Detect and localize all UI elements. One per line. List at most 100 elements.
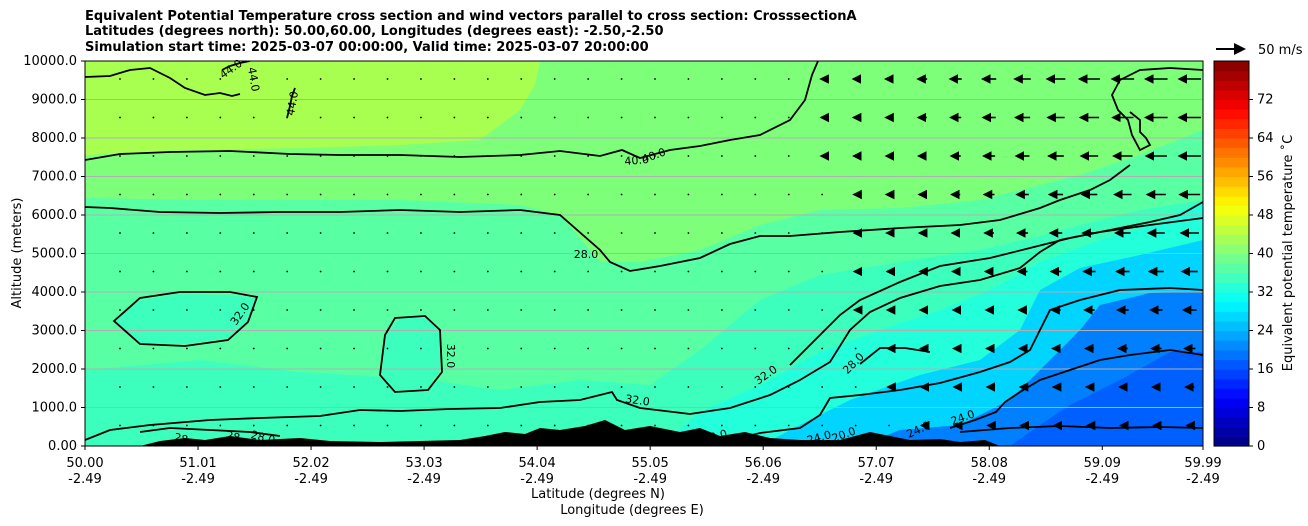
colorbar-band	[1214, 99, 1249, 110]
colorbar-band	[1214, 186, 1249, 197]
wind-vector-dot	[252, 78, 255, 80]
wind-vector-dot	[420, 309, 422, 311]
x-tick-label-lon: -2.49	[972, 472, 1006, 487]
contour-40-lower	[85, 164, 1131, 272]
contour-40-upper	[85, 61, 819, 161]
y-tick-label: 5000.0	[32, 247, 78, 262]
wind-vector-dot	[587, 155, 590, 157]
y-tick-label: 1000.0	[32, 401, 78, 416]
wind-vector-dot	[720, 386, 723, 388]
wind-vector-dot	[888, 424, 890, 427]
wind-vector-dot	[219, 155, 222, 157]
wind-vector-dot	[687, 386, 690, 388]
wind-vector-dot	[185, 270, 188, 273]
wind-vector-dot	[286, 232, 289, 234]
wind-vector-dot	[386, 309, 389, 311]
contour-24-bottom	[959, 425, 1203, 433]
wind-vector-dot	[219, 347, 222, 350]
wind-vector-dot	[152, 309, 155, 311]
wind-vector-dot	[286, 309, 289, 311]
contour-28-base	[139, 427, 281, 437]
contour-label: 40.0	[624, 153, 650, 168]
x-tick-label-lat: 53.03	[405, 456, 442, 471]
wind-vector-dot	[453, 424, 456, 427]
wind-vector-dot	[553, 424, 556, 427]
wind-vector-dot	[286, 386, 289, 388]
wind-vector-dot	[219, 193, 222, 196]
wind-vector-dot	[754, 116, 757, 119]
wind-vector-dot	[720, 347, 723, 350]
contour-44-upper	[221, 61, 251, 71]
wind-vector-dot	[486, 424, 489, 427]
wind-vector-dot	[453, 116, 456, 119]
wind-vector-dot	[553, 270, 556, 273]
wind-vector-dot	[219, 78, 222, 80]
wind-vector-dot	[252, 155, 255, 157]
wind-vector-dot	[386, 193, 389, 196]
wind-vector-dot	[520, 116, 523, 119]
wind-vector-dot	[520, 309, 523, 311]
colorbar: 0 8 16 24 32 40 48 56 64 72	[1213, 60, 1274, 454]
wind-vector-dot	[687, 232, 690, 234]
colorbar-band	[1214, 109, 1249, 120]
wind-vector-dot	[720, 193, 723, 196]
colorbar-tick-label: 24	[1257, 324, 1274, 339]
chart-title-line3: Simulation start time: 2025-03-07 00:00:…	[85, 40, 649, 55]
contour-44-right	[286, 87, 296, 119]
wind-vector-dot	[553, 116, 556, 119]
wind-vector-dot	[654, 116, 656, 119]
wind-vector-dot	[119, 309, 121, 311]
colorbar-band	[1214, 147, 1249, 158]
wind-vector-dot	[620, 347, 623, 350]
wind-vector-dot	[119, 232, 121, 234]
wind-vector-dot	[486, 78, 489, 80]
colorbar-band	[1214, 61, 1249, 72]
wind-key: 50 m/s	[1216, 43, 1303, 58]
wind-vector-dot	[319, 347, 322, 350]
wind-vector-dot	[486, 232, 489, 234]
wind-vector-dot	[687, 78, 690, 80]
wind-vector-dot	[654, 155, 656, 157]
wind-vector-dot	[119, 193, 121, 196]
x-tick-label-lat: 56.06	[745, 456, 782, 471]
contour-32-loop-left	[112, 291, 259, 347]
wind-vector-dot	[119, 424, 121, 427]
wind-vector-dot	[754, 309, 757, 311]
wind-vector-dot	[119, 78, 121, 80]
wind-vector-dot	[553, 193, 556, 196]
colorbar-band	[1214, 128, 1249, 139]
wind-vector-dot	[286, 424, 289, 427]
terrain-fill	[140, 420, 1000, 446]
colorbar-tick-label: 0	[1257, 439, 1265, 454]
wind-vector-dot	[420, 270, 422, 273]
wind-vector-dot	[654, 386, 656, 388]
wind-vector-dot	[654, 193, 656, 196]
colorbar-tick-label: 8	[1257, 401, 1265, 416]
wind-vector-dot	[185, 155, 188, 157]
colorbar-band	[1214, 253, 1249, 264]
wind-vector-dot	[152, 386, 155, 388]
wind-vector-dot	[386, 347, 389, 350]
wind-vector-dot	[252, 116, 255, 119]
wind-vector-dot	[520, 193, 523, 196]
wind-vector-dot	[386, 386, 389, 388]
wind-vector-dot	[854, 386, 857, 388]
x-axis-label-line1: Latitude (degrees N)	[531, 487, 665, 502]
wind-vector-dot	[185, 193, 188, 196]
colorbar-band	[1214, 157, 1249, 168]
wind-vector-dot	[486, 347, 489, 350]
y-tick-label: 7000.0	[32, 170, 78, 185]
wind-vector-dot	[720, 309, 723, 311]
wind-vector-dot	[821, 424, 824, 427]
wind-vector-dot	[420, 424, 422, 427]
chart-title-line2: Latitudes (degrees north): 50.00,60.00, …	[85, 24, 664, 39]
colorbar-band	[1214, 205, 1249, 216]
wind-vector-dot	[520, 155, 523, 157]
wind-vector-dot	[453, 386, 456, 388]
y-tick-label: 9000.0	[32, 93, 78, 108]
wind-vector-dot	[185, 78, 188, 80]
wind-vector-dot	[687, 424, 690, 427]
terrain	[140, 420, 1000, 446]
wind-vector-dot	[620, 270, 623, 273]
